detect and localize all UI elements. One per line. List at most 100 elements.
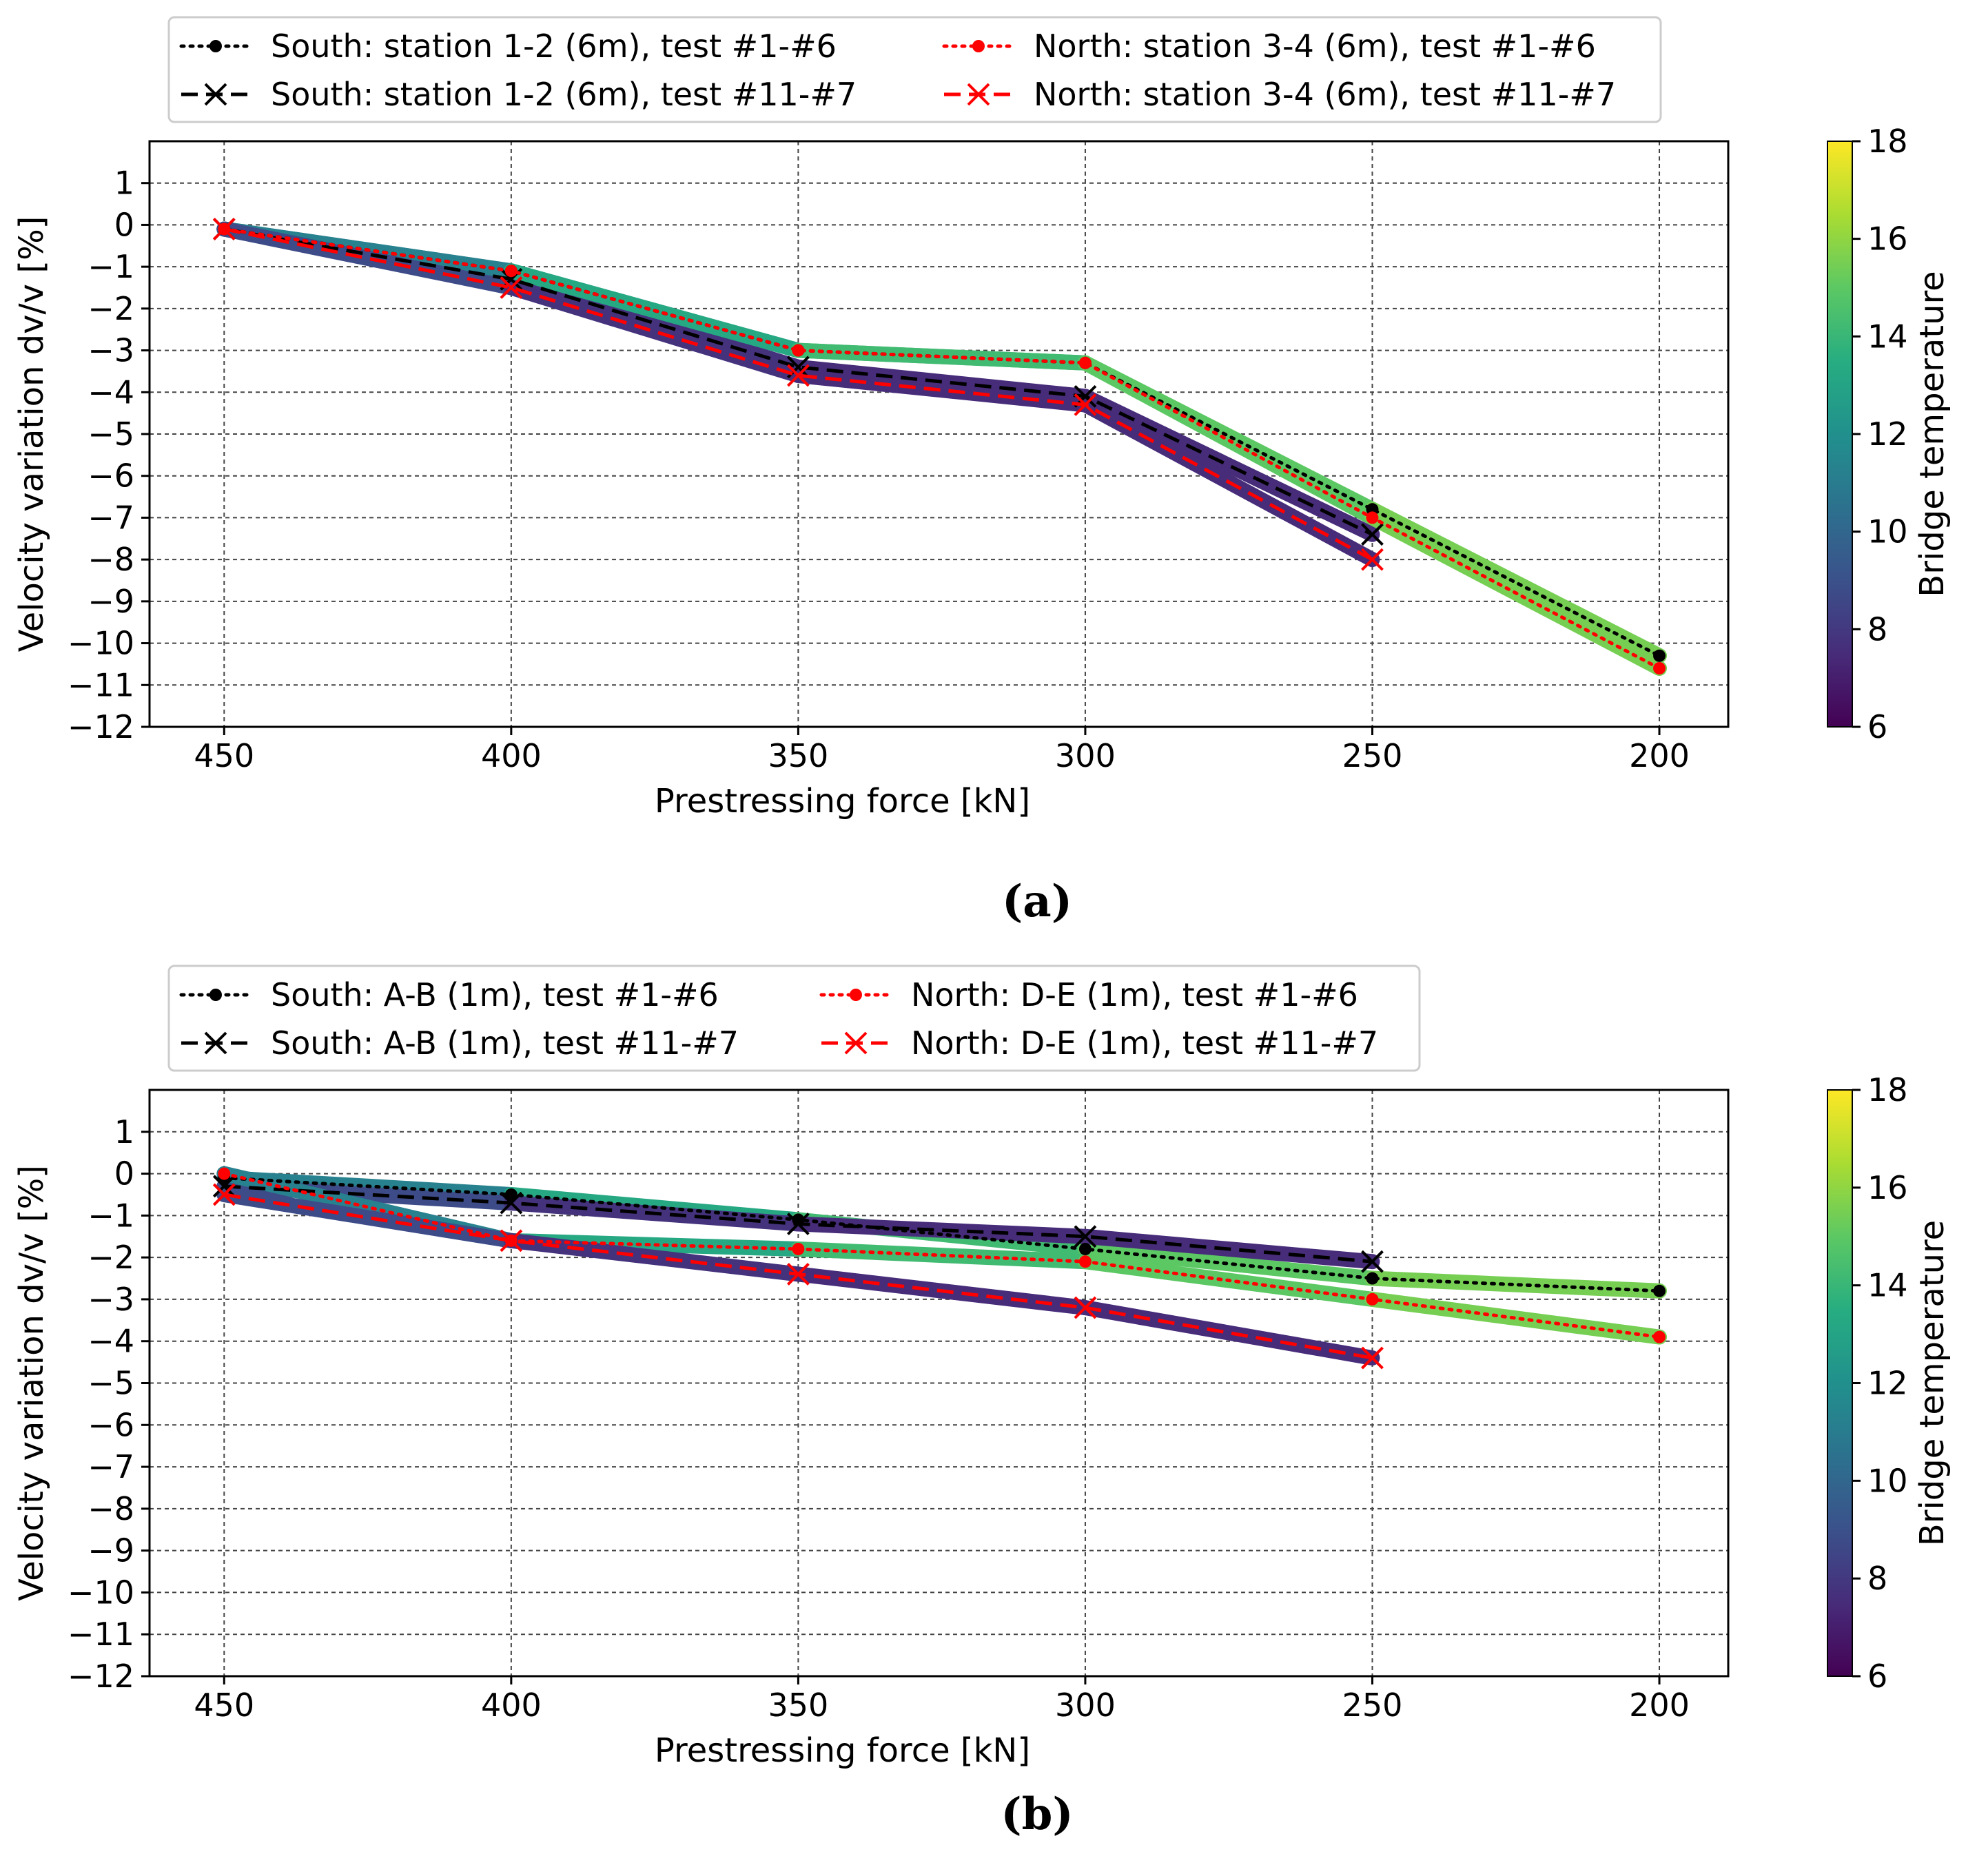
x-marker-stroke [1074, 1225, 1097, 1248]
data-point-dot [1653, 662, 1666, 674]
y-tick-label: −8 [88, 1490, 134, 1527]
y-tick-label: −7 [88, 499, 134, 536]
y-tick-label: −5 [88, 415, 134, 453]
y-tick-label: −12 [68, 1658, 134, 1695]
data-point-dot [1366, 511, 1379, 524]
legend-marker-x [967, 83, 990, 106]
legend-frame [167, 16, 1662, 123]
chart-panel-b: 450 400 350 300 250 20010−1−2−3−4−5−6−7−8−9−1… [12, 965, 1952, 1840]
legend: South: A-B (1m), test #1-#6 South: A-B (1… [167, 965, 1421, 1072]
data-point-dot [504, 1188, 518, 1201]
x-marker-stroke [1074, 393, 1097, 416]
x-tick-label: 300 [1055, 737, 1116, 774]
colorbar-tick-label: 14 [1867, 1267, 1908, 1304]
legend-marker-x [204, 83, 227, 106]
temperature-band-segment [1077, 1300, 1380, 1366]
x-tick-label: 200 [1629, 1687, 1690, 1724]
legend-label: North: D-E (1m), test #11-#7 [911, 1024, 1378, 1062]
colorbar-gradient [1827, 1089, 1853, 1677]
y-tick-label: −12 [68, 708, 134, 745]
x-axis-label: Prestressing force [kN] [655, 782, 1030, 821]
colorbar-label: Bridge temperature [1913, 1220, 1952, 1546]
legend-marker-dot [850, 989, 862, 1001]
colorbar-tick-label: 14 [1867, 318, 1908, 355]
legend-label: South: station 1-2 (6m), test #11-#7 [271, 76, 857, 113]
chart-panel-a: 450 400 350 300 250 20010−1−2−3−4−5−6−7−8−9−1… [12, 16, 1952, 927]
legend-marker-dot [972, 40, 985, 52]
y-tick-label: −10 [68, 1574, 134, 1611]
colorbar-tick-label: 16 [1867, 1169, 1908, 1206]
x-marker-stroke [500, 276, 523, 299]
legend-marker-dot [209, 40, 222, 52]
y-tick-label: −3 [88, 1281, 134, 1318]
data-point-x [786, 1213, 810, 1235]
legend-label: North: D-E (1m), test #1-#6 [911, 976, 1358, 1013]
data-point-x [1361, 548, 1384, 571]
colorbar-tick-label: 8 [1867, 610, 1887, 648]
colorbar-tick-label: 10 [1867, 513, 1908, 550]
x-marker-stroke [786, 364, 810, 387]
data-point-x [212, 1175, 236, 1198]
temperature-band-segment [503, 271, 806, 375]
legend-label: South: A-B (1m), test #1-#6 [271, 976, 719, 1013]
data-point-x [786, 364, 810, 387]
legend-item: South: A-B (1m), test #1-#6 [179, 976, 719, 1013]
data-point-x [1361, 1346, 1384, 1370]
colorbar: 6 8 10 12 14 16 18 Bridge temperature [1827, 1071, 1952, 1695]
data-point-dot [1078, 1255, 1092, 1268]
colorbar-tick-label: 18 [1867, 1071, 1908, 1109]
x-tick-label: 350 [768, 1687, 828, 1724]
x-marker-stroke [212, 1183, 236, 1206]
y-tick-label: 0 [114, 1155, 134, 1193]
temperature-band-segment [216, 1186, 519, 1248]
y-axis-label: Velocity variation dv/v [%] [12, 216, 51, 652]
x-marker-stroke [212, 1175, 236, 1198]
data-point-x [1361, 523, 1384, 546]
colorbar-label: Bridge temperature [1913, 271, 1952, 597]
data-point-x [1074, 1225, 1097, 1248]
panel-caption: (b) [1001, 1789, 1073, 1840]
temperature-band-segment [503, 280, 806, 383]
x-marker-stroke [1361, 548, 1384, 571]
colorbar-tick-label: 12 [1867, 1365, 1908, 1402]
legend-item: South: A-B (1m), test #11-#7 [181, 1024, 739, 1062]
x-marker-stroke [1361, 523, 1384, 546]
legend-frame [167, 965, 1421, 1072]
legend-label: South: A-B (1m), test #11-#7 [271, 1024, 739, 1062]
x-tick-label: 450 [194, 1687, 254, 1724]
x-tick-label: 400 [481, 1687, 542, 1724]
y-tick-label: −5 [88, 1365, 134, 1402]
y-tick-label: 0 [114, 206, 134, 243]
data-point-dot [792, 1242, 805, 1255]
y-tick-label: 1 [114, 165, 134, 202]
series-line-north-d-e-1m-test-1-6 [222, 1172, 1661, 1339]
y-tick-label: −1 [88, 1197, 134, 1234]
y-tick-label: −4 [88, 1323, 134, 1360]
series-line-south-a-b-1m-test-1-6 [222, 1176, 1661, 1293]
series-line-north-station-3-4-6m-test-1-6 [222, 227, 1661, 670]
panel-caption: (a) [1002, 876, 1072, 927]
x-marker-stroke [1361, 1346, 1384, 1370]
data-point-x [786, 1263, 810, 1286]
y-tick-label: −6 [88, 457, 134, 495]
legend-marker-dot [209, 989, 222, 1001]
x-marker-stroke [500, 1191, 523, 1215]
legend-item: South: station 1-2 (6m), test #11-#7 [181, 76, 857, 113]
data-point-dot [1078, 356, 1092, 369]
legend-label: North: station 3-4 (6m), test #1-#6 [1034, 28, 1596, 65]
x-marker-stroke [1361, 1250, 1384, 1273]
x-tick-label: 450 [194, 737, 254, 774]
legend-item: South: station 1-2 (6m), test #1-#6 [179, 28, 837, 65]
x-marker-stroke [1074, 1296, 1097, 1319]
temperature-band-segment [1364, 502, 1668, 663]
legend-marker-x [204, 1031, 227, 1055]
temperature-band-segment [216, 221, 519, 296]
data-point-dot [1366, 1292, 1379, 1306]
y-tick-label: −8 [88, 541, 134, 578]
legend-item: North: D-E (1m), test #1-#6 [819, 976, 1358, 1013]
data-point-dot [1078, 1242, 1092, 1255]
colorbar-tick-label: 6 [1867, 1658, 1887, 1695]
y-tick-label: −3 [88, 332, 134, 369]
legend-marker-x [844, 1031, 868, 1055]
colorbar-tick-label: 8 [1867, 1560, 1887, 1597]
